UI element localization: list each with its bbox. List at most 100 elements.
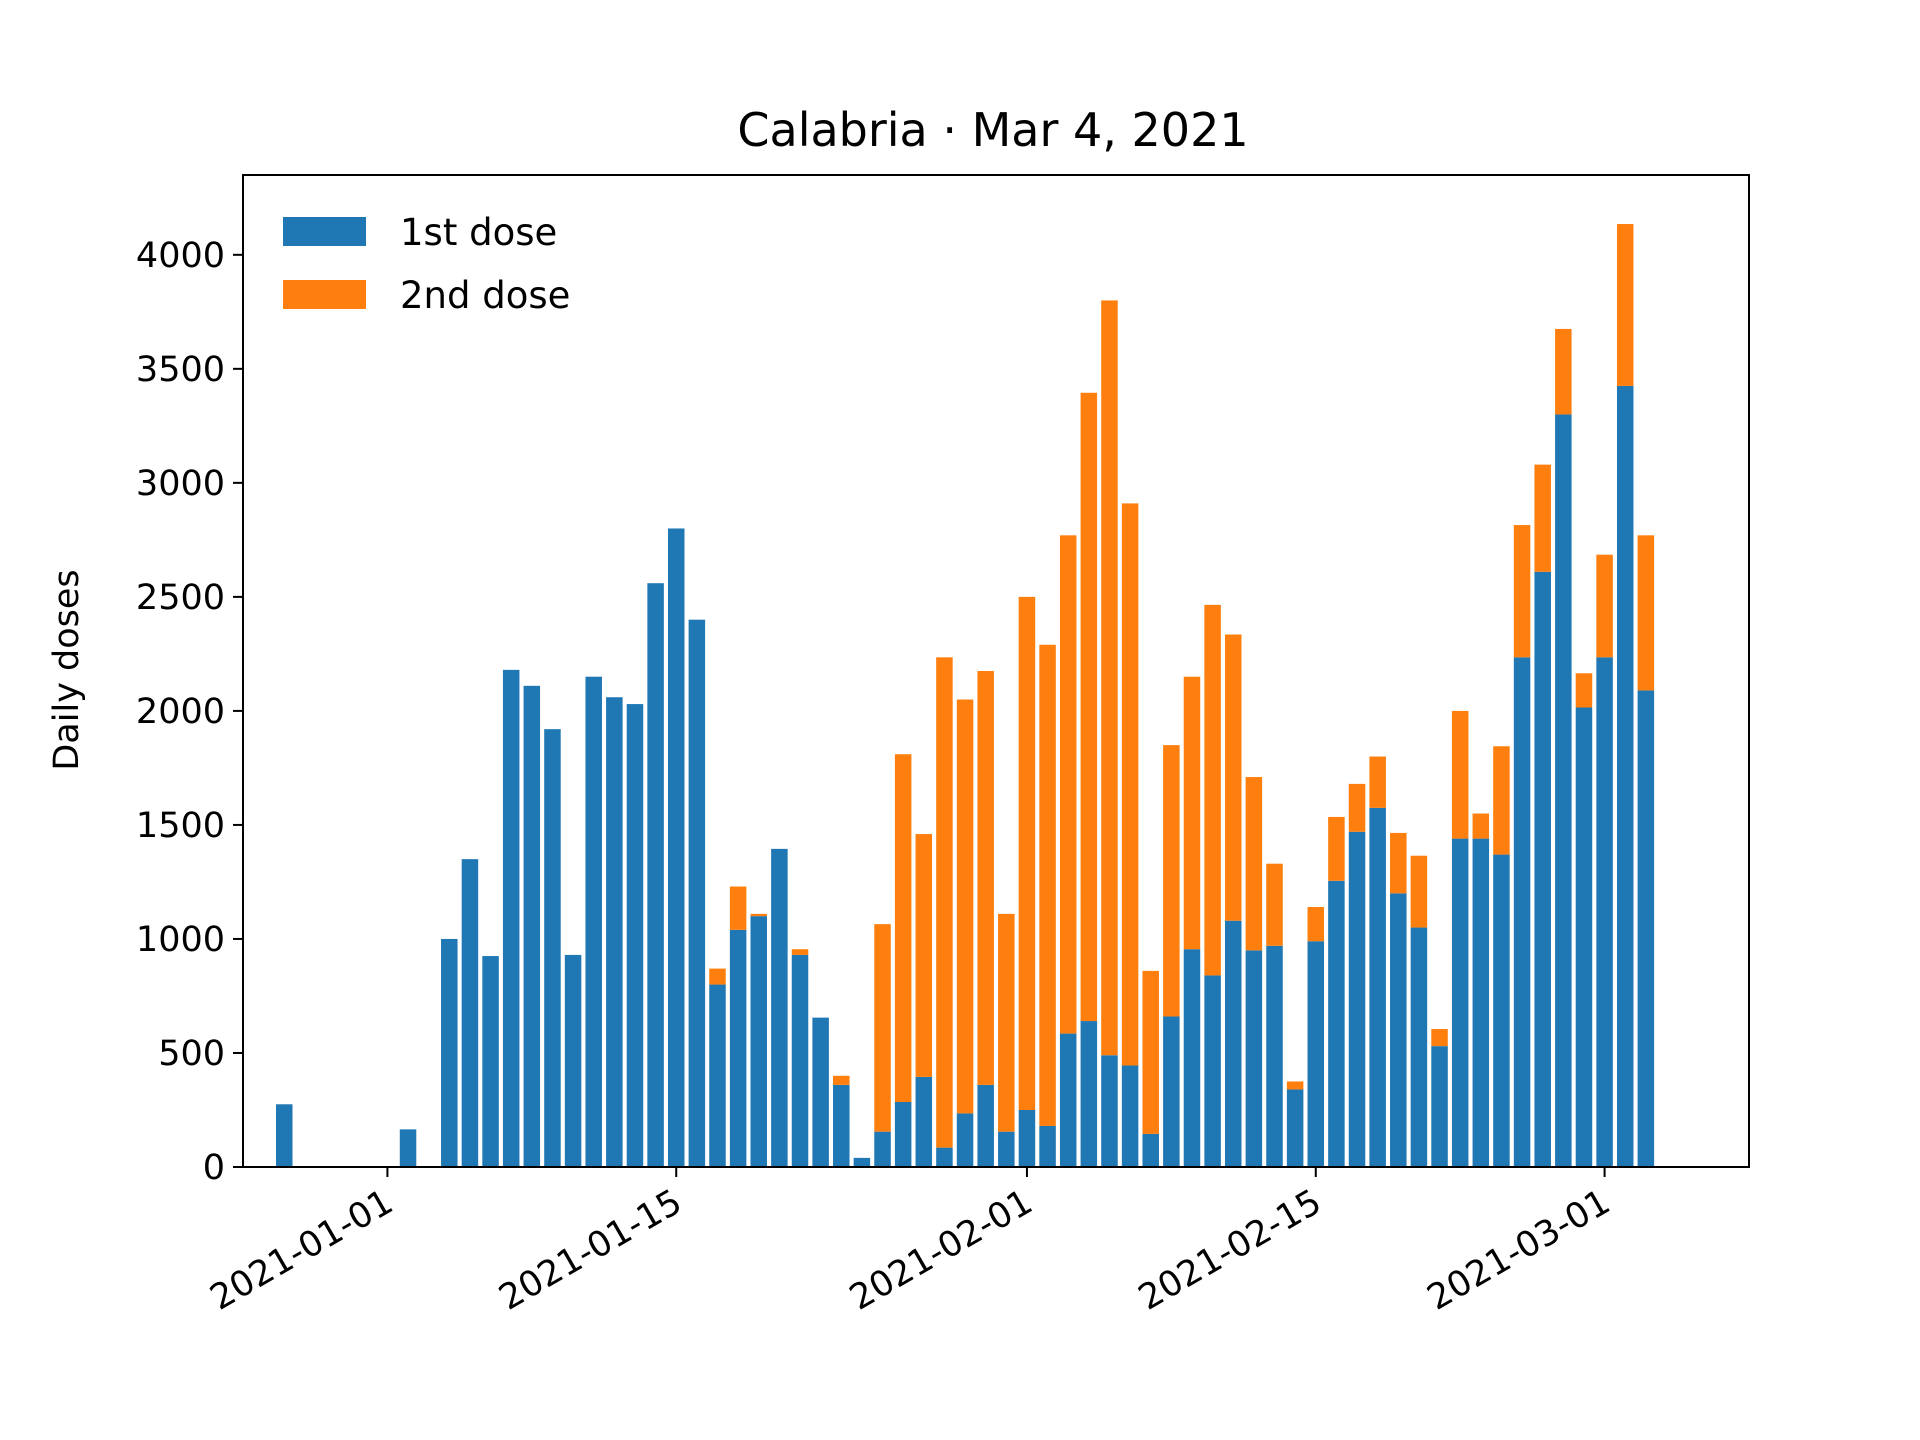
bar-1st-dose bbox=[1286, 1089, 1304, 1167]
bar-2nd-dose bbox=[1493, 746, 1510, 855]
bar-1st-dose bbox=[1224, 920, 1242, 1167]
bar-1st-dose bbox=[915, 1076, 933, 1167]
bar-2nd-dose bbox=[1410, 855, 1428, 928]
bar-1st-dose bbox=[1451, 838, 1469, 1167]
bar-2nd-dose bbox=[1328, 816, 1345, 881]
bar-1st-dose bbox=[1575, 707, 1593, 1167]
bar-2nd-dose bbox=[1183, 676, 1201, 950]
bar-2nd-dose bbox=[1245, 777, 1263, 951]
bar-2nd-dose bbox=[977, 671, 994, 1085]
y-tick-label: 4000 bbox=[136, 236, 225, 276]
bar-1st-dose bbox=[729, 929, 747, 1167]
bar-1st-dose bbox=[771, 848, 788, 1167]
bar-2nd-dose bbox=[1513, 525, 1531, 658]
bar-1st-dose bbox=[1431, 1046, 1448, 1167]
bar-1st-dose bbox=[1616, 385, 1634, 1167]
bar-2nd-dose bbox=[750, 913, 767, 917]
y-tick-label: 500 bbox=[158, 1034, 225, 1074]
bar-1st-dose bbox=[688, 619, 706, 1167]
bar-2nd-dose bbox=[1266, 863, 1283, 946]
bar-1st-dose bbox=[461, 859, 479, 1167]
bar-2nd-dose bbox=[998, 913, 1015, 1132]
bar-1st-dose bbox=[523, 685, 541, 1167]
bar-2nd-dose bbox=[1018, 596, 1036, 1110]
bar-1st-dose bbox=[1039, 1125, 1056, 1167]
bar-2nd-dose bbox=[1616, 224, 1634, 386]
bar-1st-dose bbox=[1121, 1065, 1139, 1167]
bar-1st-dose bbox=[1369, 807, 1386, 1167]
y-tick-label: 2500 bbox=[136, 578, 225, 618]
bar-2nd-dose bbox=[1472, 813, 1490, 839]
y-tick-label: 0 bbox=[203, 1148, 225, 1188]
bar-1st-dose bbox=[1080, 1021, 1098, 1167]
bar-2nd-dose bbox=[915, 834, 933, 1077]
bar-1st-dose bbox=[564, 954, 582, 1167]
bar-2nd-dose bbox=[791, 949, 809, 955]
bar-2nd-dose bbox=[1059, 535, 1077, 1034]
bar-2nd-dose bbox=[1637, 535, 1655, 691]
bar-2nd-dose bbox=[1431, 1029, 1448, 1047]
bar-2nd-dose bbox=[729, 886, 747, 930]
bar-1st-dose bbox=[626, 704, 644, 1167]
bar-2nd-dose bbox=[1080, 392, 1098, 1022]
bar-2nd-dose bbox=[1163, 745, 1180, 1017]
bar-2nd-dose bbox=[1121, 503, 1139, 1066]
bar-2nd-dose bbox=[1224, 634, 1242, 921]
bar-1st-dose bbox=[874, 1131, 891, 1167]
bar-1st-dose bbox=[1555, 414, 1572, 1167]
bar-1st-dose bbox=[606, 697, 623, 1167]
bar-1st-dose bbox=[1596, 657, 1613, 1167]
bar-1st-dose bbox=[956, 1113, 974, 1167]
y-tick-label: 1000 bbox=[136, 920, 225, 960]
bar-1st-dose bbox=[853, 1157, 871, 1167]
bar-1st-dose bbox=[1493, 854, 1510, 1167]
bar-1st-dose bbox=[894, 1102, 912, 1167]
bar-2nd-dose bbox=[1101, 300, 1118, 1056]
y-tick-label: 1500 bbox=[136, 806, 225, 846]
bar-1st-dose bbox=[1513, 657, 1531, 1167]
bar-1st-dose bbox=[791, 954, 809, 1167]
legend: 1st dose 2nd dose bbox=[283, 211, 570, 317]
bar-2nd-dose bbox=[1307, 907, 1325, 942]
bar-1st-dose bbox=[1472, 838, 1490, 1167]
bar-2nd-dose bbox=[1039, 644, 1056, 1126]
bar-1st-dose bbox=[502, 669, 520, 1167]
bar-1st-dose bbox=[1328, 880, 1345, 1167]
bars-layer bbox=[276, 224, 1655, 1167]
y-tick-label: 2000 bbox=[136, 692, 225, 732]
bar-1st-dose bbox=[1307, 941, 1325, 1167]
bar-1st-dose bbox=[585, 676, 602, 1167]
bar-1st-dose bbox=[441, 938, 458, 1167]
bar-1st-dose bbox=[1101, 1055, 1118, 1167]
legend-label-1st-dose: 1st dose bbox=[400, 211, 557, 254]
y-axis: 0 500 1000 1500 2000 2500 3000 3500 4000 bbox=[136, 236, 243, 1188]
bar-2nd-dose bbox=[874, 924, 891, 1132]
bar-1st-dose bbox=[750, 916, 767, 1167]
bar-1st-dose bbox=[1183, 949, 1201, 1167]
bar-2nd-dose bbox=[1286, 1081, 1304, 1090]
bar-2nd-dose bbox=[1204, 604, 1221, 976]
bar-1st-dose bbox=[1018, 1109, 1036, 1167]
bar-2nd-dose bbox=[1534, 464, 1551, 572]
bar-1st-dose bbox=[667, 528, 685, 1167]
bar-2nd-dose bbox=[1575, 673, 1593, 708]
bar-1st-dose bbox=[482, 956, 499, 1167]
y-tick-label: 3500 bbox=[136, 350, 225, 390]
bar-1st-dose bbox=[544, 729, 561, 1167]
chart-title: Calabria · Mar 4, 2021 bbox=[737, 103, 1248, 157]
y-axis-label: Daily doses bbox=[47, 569, 87, 770]
bar-2nd-dose bbox=[709, 968, 726, 985]
bar-1st-dose bbox=[1245, 950, 1263, 1167]
bar-2nd-dose bbox=[1596, 554, 1613, 658]
bar-1st-dose bbox=[1637, 690, 1655, 1167]
y-tick-label: 3000 bbox=[136, 464, 225, 504]
bar-1st-dose bbox=[1204, 975, 1221, 1167]
legend-swatch-1st-dose bbox=[283, 217, 366, 246]
bar-1st-dose bbox=[812, 1017, 829, 1167]
bar-1st-dose bbox=[1410, 927, 1428, 1167]
bar-1st-dose bbox=[647, 583, 664, 1167]
bar-1st-dose bbox=[1142, 1133, 1159, 1167]
bar-2nd-dose bbox=[1348, 783, 1366, 832]
